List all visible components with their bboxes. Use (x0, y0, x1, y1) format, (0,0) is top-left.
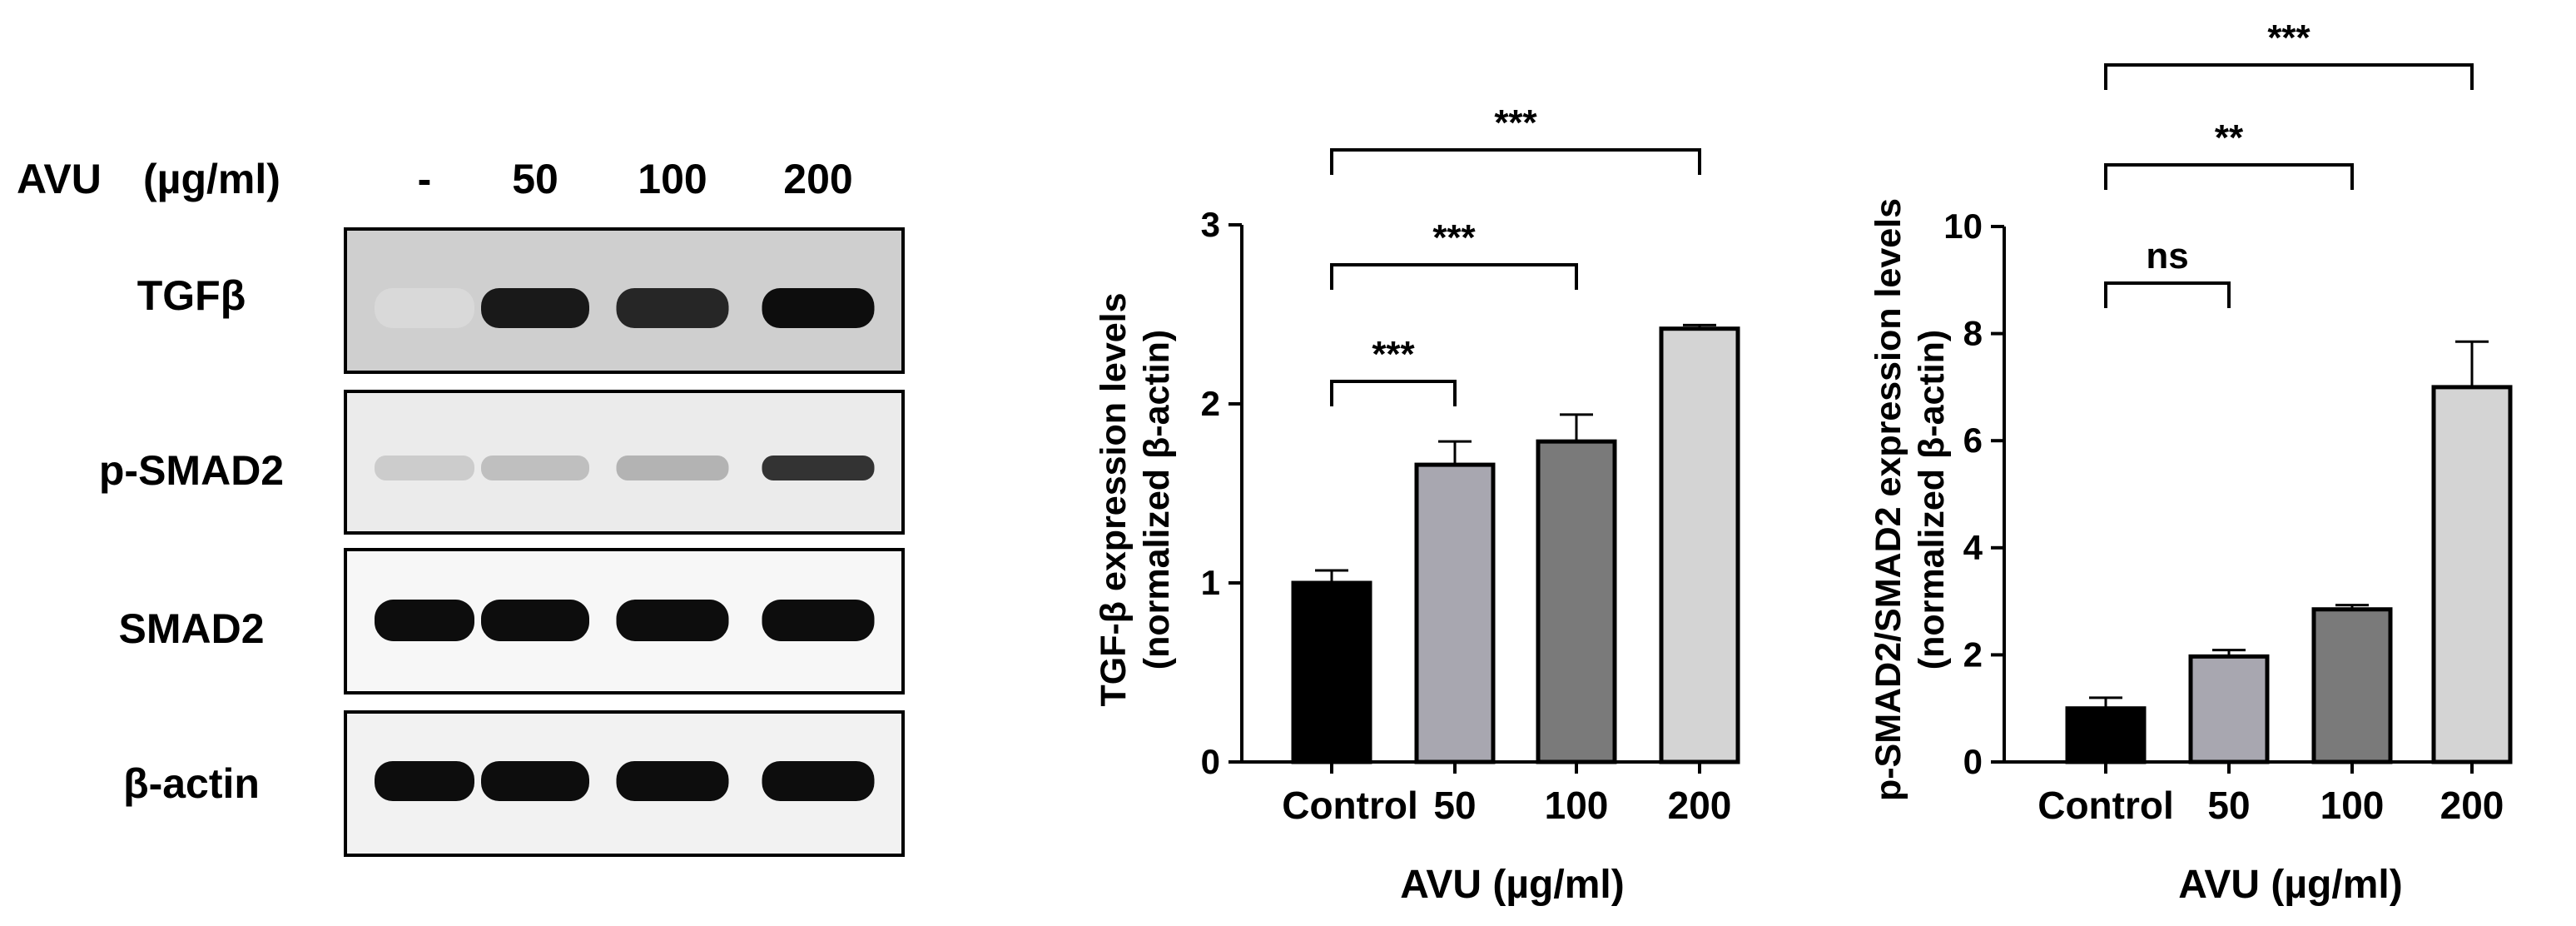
blot-band-3-1 (481, 761, 589, 801)
lane-label-2: 50 (512, 156, 558, 202)
tgfb-bar-chart: TGF-β expression levels (normalized β-ac… (1094, 102, 1740, 907)
row-label-psmad2: p-SMAD2 (99, 447, 284, 494)
blot-band-2-2 (616, 600, 729, 641)
chart2-plot-sig-label-1: ** (2215, 117, 2244, 158)
blot-band-0-0 (375, 288, 474, 328)
chart2-plot-ytick-label-3: 6 (1963, 421, 1983, 460)
blot-band-0-2 (616, 288, 729, 328)
chart1-plot-ytick-label-3: 3 (1201, 205, 1220, 244)
chart1-ylabel-line2: (normalized β-actin) (1137, 330, 1177, 670)
row-label-smad2: SMAD2 (118, 605, 264, 652)
western-blot-panel: AVU (µg/ml) - 50 100 200 TGFβ p-SMAD2 SM… (17, 156, 905, 857)
blot-band-1-2 (616, 456, 729, 480)
chart2-plot-ytick-label-2: 4 (1963, 528, 1983, 567)
blot-band-2-0 (375, 600, 474, 641)
blot-band-2-1 (481, 600, 589, 641)
blot-band-2-3 (762, 600, 875, 641)
blot-band-3-0 (375, 761, 474, 801)
chart2-plot-sig-bracket-0 (2104, 281, 2231, 308)
chart2-plot-xtick-label-2: 100 (2320, 784, 2385, 827)
chart1-plot-sig-label-0: *** (1372, 334, 1415, 375)
chart2-plot-bar-3 (2431, 385, 2513, 764)
chart1-plot-sig-bracket-2 (1330, 148, 1701, 175)
chart2-plot-sig-bracket-2 (2104, 63, 2474, 90)
chart2-plot-xtick-label-3: 200 (2440, 784, 2504, 827)
chart1-ylabel-line1: TGF-β expression levels (1094, 292, 1134, 706)
psmad2-bar-chart: p-SMAD2/SMAD2 expression levels (normali… (1869, 17, 2513, 907)
chart1-plot-bar-1 (1414, 462, 1496, 764)
lane-label-3: 100 (638, 156, 707, 202)
chart1-plot-xtick-label-0: Control (1282, 784, 1418, 827)
chart2-plot-ytick-label-5: 10 (1943, 207, 1983, 246)
chart2-plot-bar-0 (2065, 706, 2147, 764)
chart2-plot-sig-label-0: ns (2146, 236, 2188, 276)
blot-header-label: AVU (17, 156, 102, 202)
chart2-plot-xtick-label-0: Control (2037, 784, 2174, 827)
row-label-tgfb: TGFβ (137, 272, 246, 319)
blot-band-1-3 (762, 456, 875, 480)
chart2-plot-ytick-label-0: 0 (1963, 742, 1983, 781)
blot-band-3-2 (616, 761, 729, 801)
blot-band-1-1 (481, 456, 589, 480)
blot-band-0-1 (481, 288, 589, 328)
chart2-ylabel-line2: (normalized β-actin) (1912, 330, 1952, 670)
chart2-plot-xtick-label-1: 50 (2207, 784, 2250, 827)
lane-label-1: - (418, 156, 432, 202)
chart1-plot-xtick-label-1: 50 (1433, 784, 1476, 827)
chart1-xlabel: AVU (µg/ml) (1400, 863, 1624, 907)
chart1-plot-sig-label-2: *** (1494, 102, 1537, 143)
chart2-xlabel: AVU (µg/ml) (2178, 863, 2402, 907)
chart1-plot-ytick-label-2: 2 (1201, 384, 1220, 423)
chart1-plot-xtick-label-3: 200 (1668, 784, 1732, 827)
chart1-plot-sig-bracket-1 (1330, 263, 1578, 290)
chart2-ylabel-line1: p-SMAD2/SMAD2 expression levels (1869, 198, 1908, 801)
chart1-plot-sig-bracket-0 (1330, 380, 1457, 406)
chart2-plot-sig-bracket-1 (2104, 163, 2354, 190)
blot-header-unit: (µg/ml) (143, 156, 280, 202)
chart1-plot-ytick-label-0: 0 (1201, 742, 1220, 781)
blot-band-0-3 (762, 288, 875, 328)
chart2-plot-sig-label-2: *** (2267, 17, 2310, 58)
chart1-plot-ytick-label-1: 1 (1201, 563, 1220, 602)
chart1-plot-bar-2 (1536, 439, 1617, 764)
chart2-plot-ytick-label-4: 8 (1963, 314, 1983, 353)
row-label-bactin: β-actin (123, 760, 260, 807)
blot-band-3-3 (762, 761, 875, 801)
chart2-plot-ytick-label-1: 2 (1963, 635, 1983, 674)
chart2-plot-bar-2 (2311, 607, 2393, 764)
chart1-plot-bar-0 (1291, 580, 1372, 764)
chart1-plot-sig-label-1: *** (1432, 217, 1476, 258)
blot-band-1-0 (375, 456, 474, 480)
lane-label-4: 200 (783, 156, 852, 202)
chart1-plot-bar-3 (1659, 326, 1740, 764)
chart1-plot-xtick-label-2: 100 (1545, 784, 1609, 827)
chart2-plot-bar-1 (2188, 654, 2270, 764)
